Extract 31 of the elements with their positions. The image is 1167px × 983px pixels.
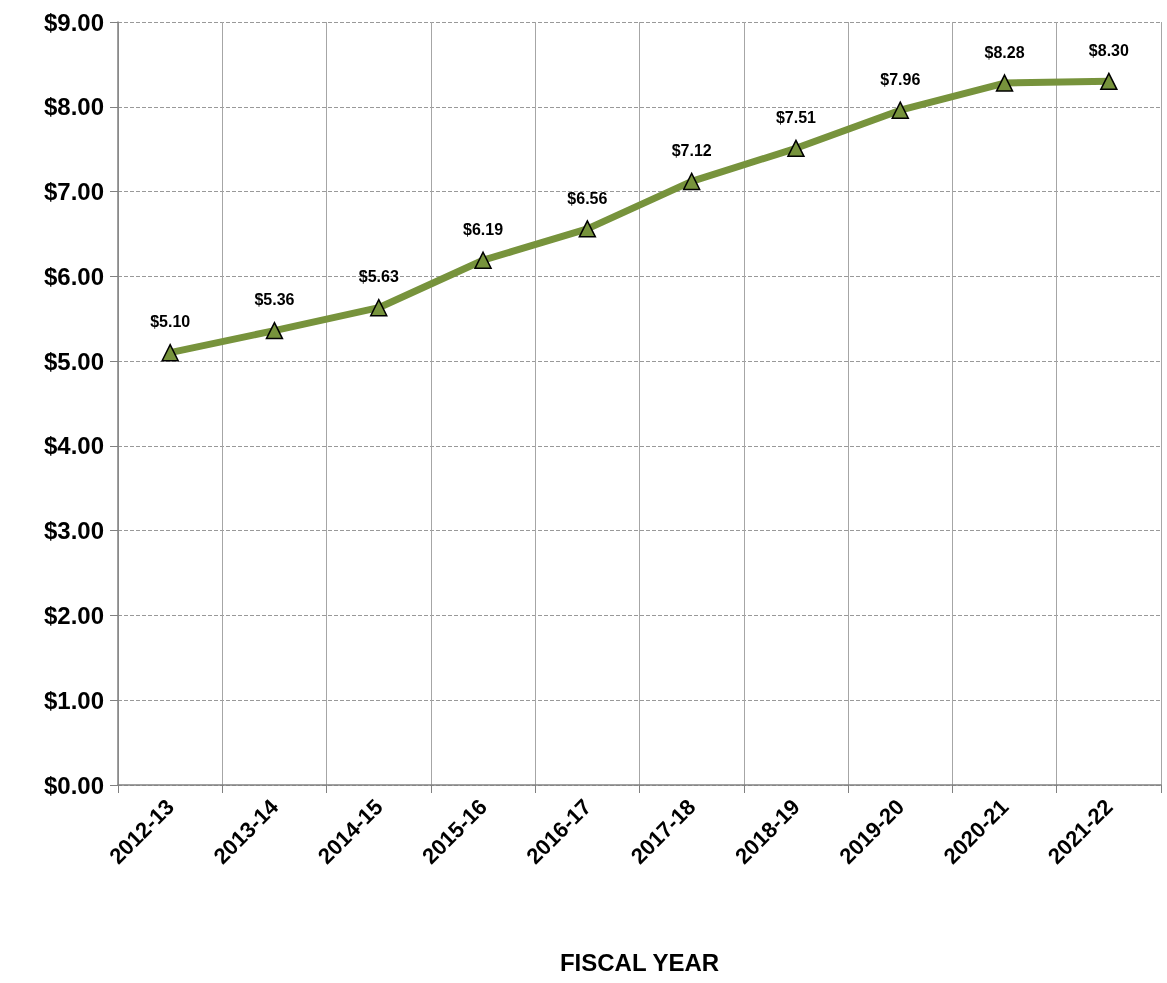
data-label: $7.12 [671,142,712,160]
point [161,343,179,362]
data-label: $6.56 [567,189,608,207]
y-tick-label: $1.00 [43,686,104,714]
y-tick-label: $4.00 [43,432,104,460]
point [891,101,909,119]
x-axis-title: FISCAL YEAR [559,948,720,976]
data-label: $8.30 [1088,42,1129,60]
data-label: $7.96 [880,70,921,88]
data-label: $5.63 [358,268,399,286]
y-tick-label: $5.00 [43,347,104,375]
point [578,220,597,238]
y-tick-label: $7.00 [43,178,104,206]
data-label: $8.28 [984,43,1025,61]
y-tick-label: $9.00 [43,8,104,36]
data-label: $6.19 [463,220,504,238]
y-tick-label: $0.00 [43,771,104,799]
data-label: $7.51 [775,109,817,127]
y-tick-label: $8.00 [43,93,104,121]
point [474,251,492,269]
y-tick-label: $6.00 [43,262,104,290]
point [370,298,388,317]
point [995,74,1014,92]
data-label: $5.10 [150,313,191,331]
point [1100,72,1118,91]
y-tick-label: $2.00 [43,601,104,629]
data-label: $5.36 [254,291,295,309]
point [265,321,284,340]
point [787,139,805,158]
point [682,172,701,191]
y-tick-label: $3.00 [43,517,104,545]
